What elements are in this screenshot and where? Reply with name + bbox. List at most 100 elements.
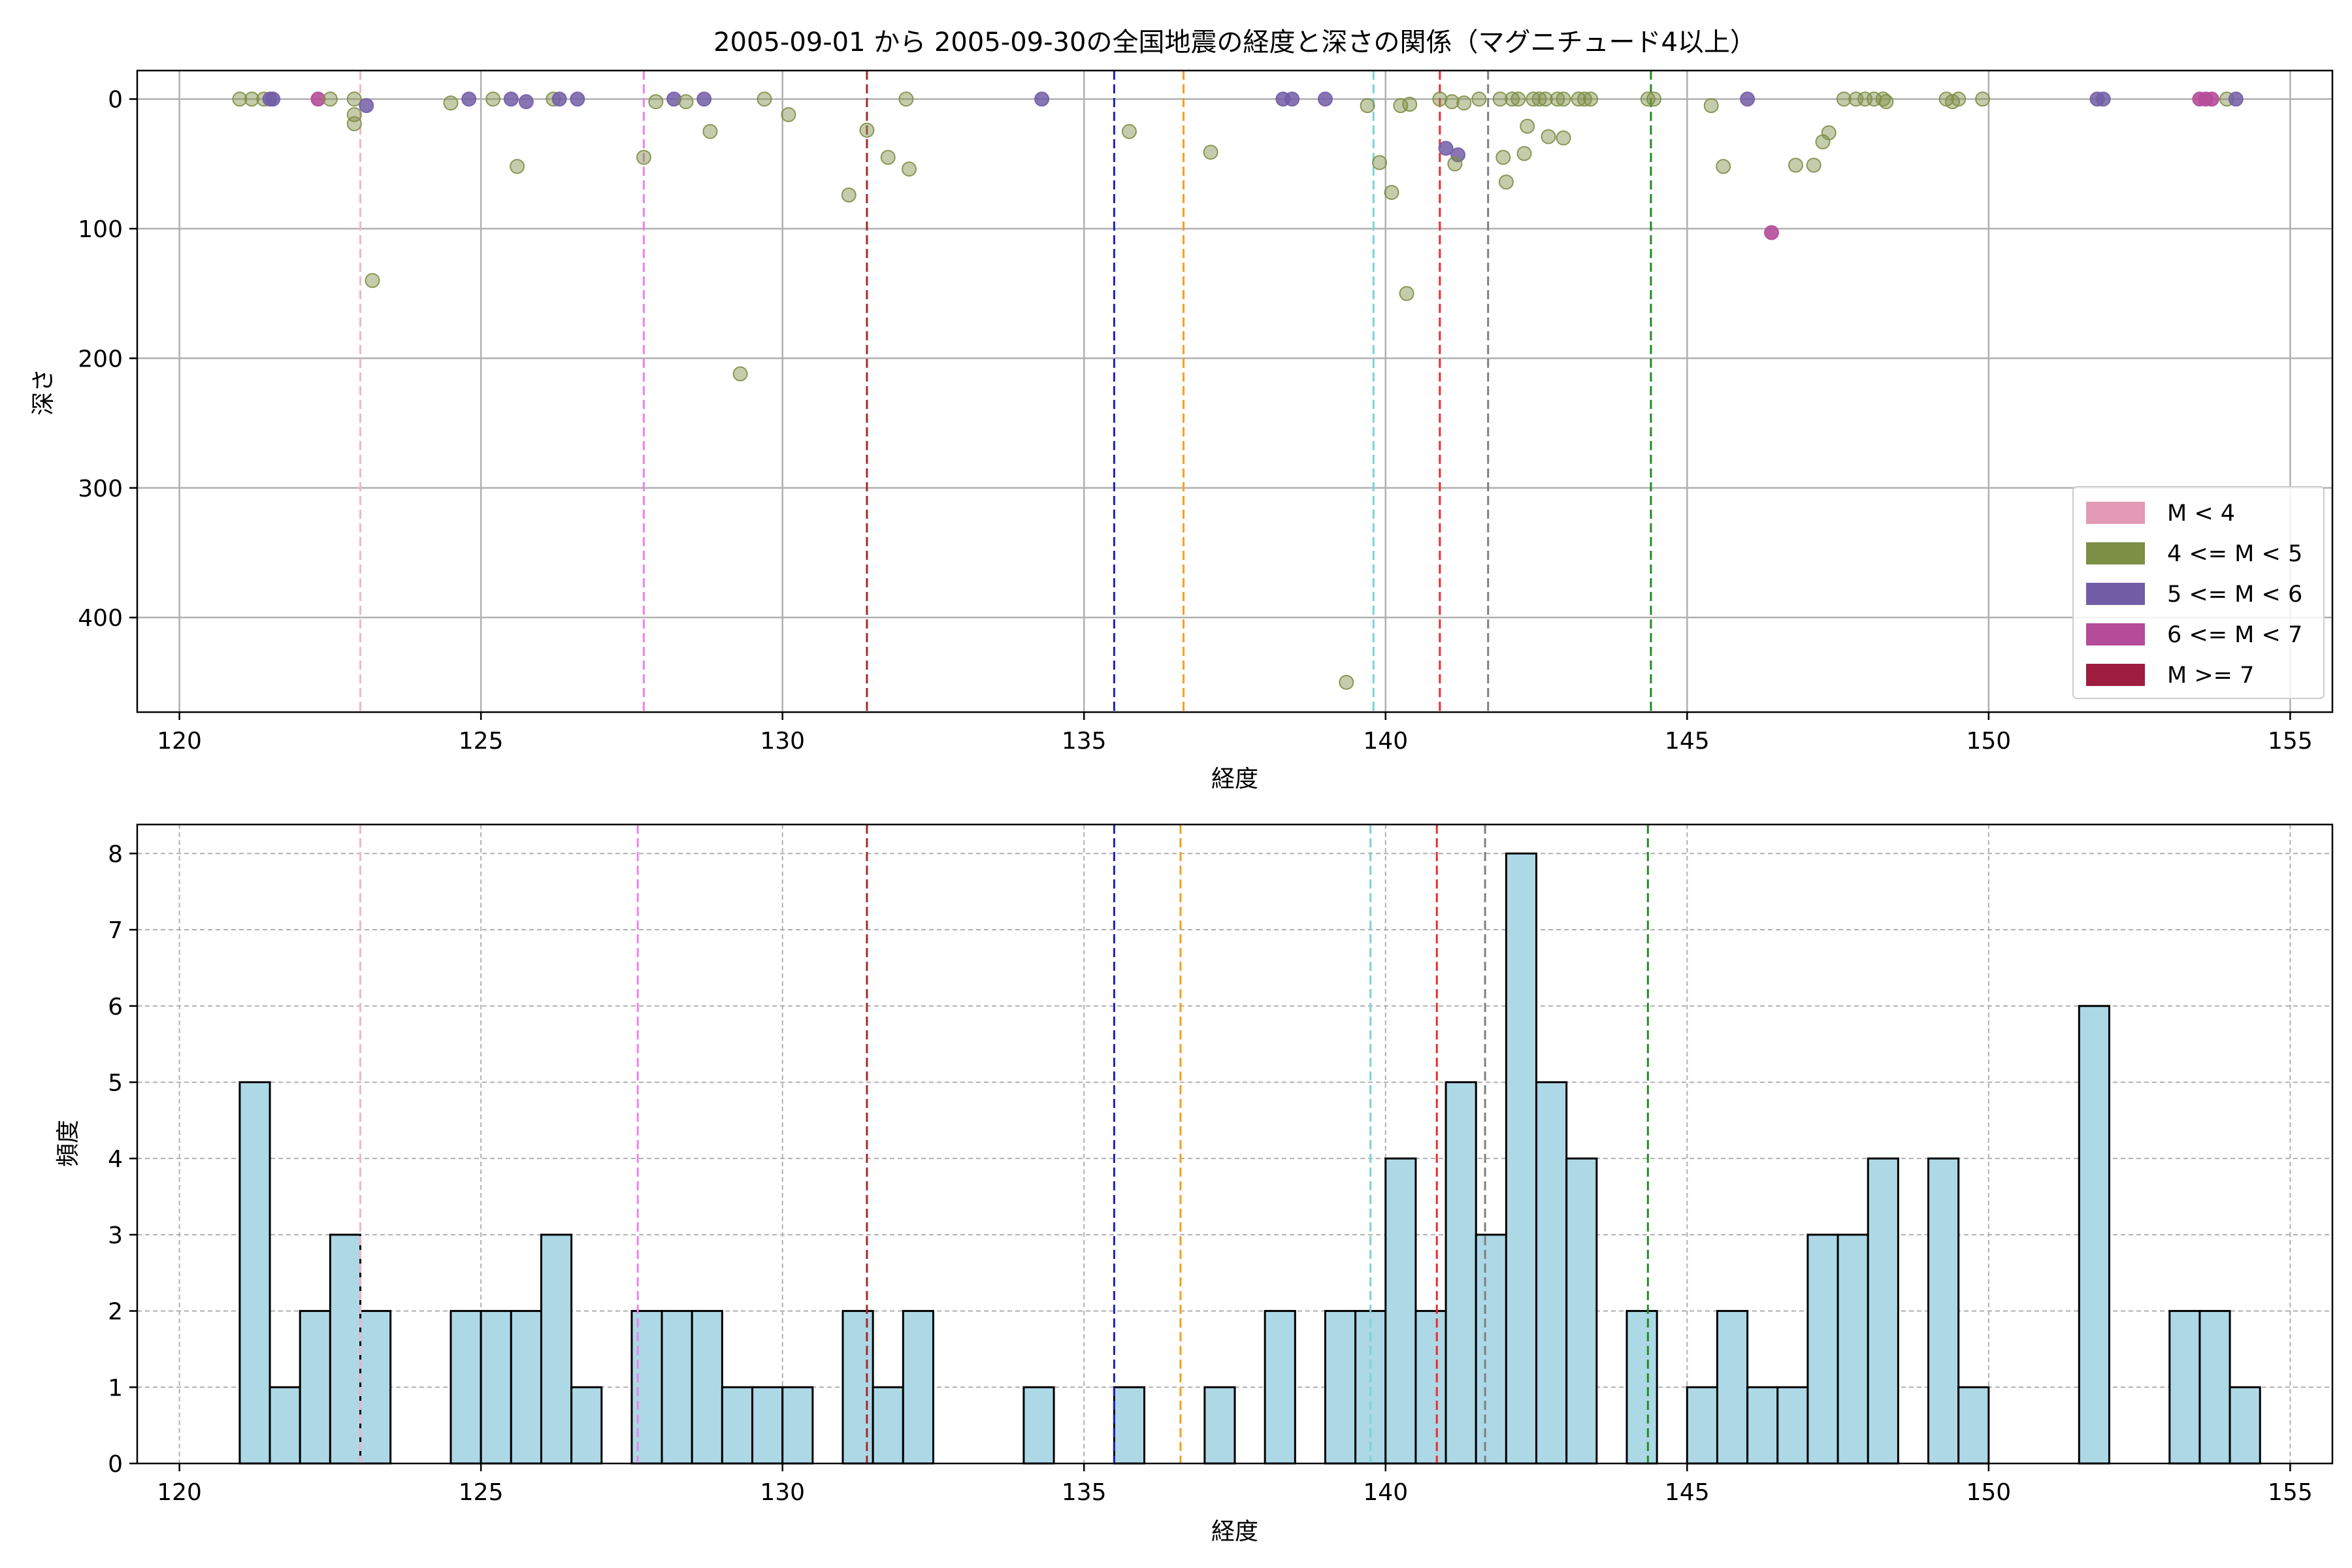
scatter-point <box>1764 225 1780 240</box>
histogram-x-tick-label: 155 <box>2268 1479 2313 1506</box>
scatter-point <box>1788 157 1803 173</box>
histogram-bar <box>1113 1386 1146 1465</box>
scatter-y-tick-label: 200 <box>78 346 123 372</box>
scatter-point <box>781 106 796 122</box>
scatter-point <box>1520 118 1535 134</box>
histogram-bar <box>902 1310 934 1465</box>
scatter-point <box>461 91 477 107</box>
scatter-point <box>1447 156 1463 172</box>
scatter-point <box>1121 123 1137 139</box>
histogram-x-tick-label: 140 <box>1363 1479 1408 1506</box>
histogram-bar <box>1957 1386 1990 1465</box>
histogram-bar <box>781 1386 814 1465</box>
legend-swatch <box>2086 542 2145 564</box>
histogram-bar <box>1445 1081 1477 1465</box>
histogram-y-tick-label: 7 <box>108 917 123 944</box>
histogram-y-tick-label: 1 <box>108 1375 123 1401</box>
scatter-x-tick-label: 135 <box>1062 728 1107 755</box>
scatter-x-tick-label: 120 <box>157 728 202 755</box>
histogram-bar <box>1414 1310 1447 1465</box>
scatter-point <box>1556 91 1571 107</box>
scatter-point <box>702 123 718 139</box>
histogram-bar <box>299 1310 331 1465</box>
scatter-point <box>1203 144 1218 160</box>
histogram-bar <box>1746 1386 1779 1465</box>
histogram-bar <box>1384 1157 1417 1465</box>
histogram-bar <box>1686 1386 1718 1465</box>
histogram-x-axis-label: 経度 <box>1211 1518 1258 1545</box>
histogram-bar <box>1837 1233 1869 1465</box>
scatter-y-tick-label: 100 <box>78 216 123 243</box>
scatter-point <box>1526 91 1541 107</box>
histogram-bar <box>1475 1233 1507 1465</box>
scatter-x-tick-label: 150 <box>1966 728 2011 755</box>
legend-swatch <box>2086 502 2145 524</box>
scatter-point <box>1878 94 1894 110</box>
scatter-point <box>232 91 248 107</box>
scatter-point <box>1806 157 1821 173</box>
histogram-bar <box>510 1310 542 1465</box>
scatter-x-tick-label: 155 <box>2268 728 2313 755</box>
histogram-y-ticks: 0 1 2 3 4 5 6 7 8 <box>108 841 137 1478</box>
legend-entry-label: 4 <= M < 5 <box>2167 541 2302 567</box>
scatter-points <box>232 91 2244 690</box>
scatter-point <box>1531 91 1547 107</box>
histogram-bar <box>691 1310 723 1465</box>
scatter-y-axis-label: 深さ <box>30 368 57 416</box>
scatter-point <box>902 161 917 177</box>
scatter-point <box>1951 91 1967 107</box>
scatter-point <box>510 159 525 174</box>
scatter-point <box>1360 98 1375 114</box>
legend-swatch <box>2086 664 2145 686</box>
histogram-chart: 120 125 130 135 140 145 150 155 0 1 2 3 4 5 6 7 8 経度 頻度 <box>55 823 2334 1545</box>
legend-entry-label: M < 4 <box>2167 500 2235 527</box>
scatter-point <box>1550 91 1565 107</box>
scatter-point <box>1516 146 1532 161</box>
scatter-plot-frame <box>136 69 2334 713</box>
histogram-bar <box>1264 1310 1296 1465</box>
scatter-point <box>365 272 380 288</box>
scatter-x-tick-label: 125 <box>459 728 504 755</box>
histogram-bar <box>238 1081 271 1465</box>
scatter-point <box>1450 147 1466 163</box>
histogram-x-tick-label: 130 <box>760 1479 805 1506</box>
histogram-bar <box>540 1233 573 1465</box>
scatter-point <box>666 91 682 107</box>
histogram-y-axis-label: 頻度 <box>55 1120 82 1167</box>
histogram-y-tick-label: 2 <box>108 1299 123 1326</box>
histogram-bar <box>1535 1081 1568 1465</box>
scatter-point <box>244 91 259 107</box>
scatter-point <box>2228 91 2244 107</box>
scatter-point <box>1034 91 1050 107</box>
histogram-reference-lines <box>359 825 1649 1463</box>
scatter-point <box>1571 91 1586 107</box>
legend-entry-label: 6 <= M < 7 <box>2167 622 2302 648</box>
scatter-x-axis-label: 経度 <box>1211 766 1258 792</box>
histogram-bar <box>1565 1157 1598 1465</box>
scatter-point <box>1495 150 1511 165</box>
scatter-point <box>570 91 585 107</box>
scatter-point <box>1399 286 1414 301</box>
histogram-x-tick-label: 135 <box>1062 1479 1107 1506</box>
histogram-y-tick-label: 0 <box>108 1451 123 1478</box>
scatter-point <box>696 91 712 107</box>
chart-title: 2005-09-01 から 2005-09-30の全国地震の経度と深さの関係（マ… <box>713 27 1756 57</box>
scatter-point <box>648 94 664 110</box>
histogram-bar <box>1505 852 1538 1465</box>
scatter-point <box>732 366 748 382</box>
scatter-point <box>1339 674 1354 690</box>
scatter-point <box>1471 91 1487 107</box>
histogram-y-tick-label: 8 <box>108 841 123 868</box>
histogram-bar <box>329 1233 362 1465</box>
scatter-point <box>443 95 459 111</box>
legend-entry-label: 5 <= M < 6 <box>2167 581 2302 608</box>
scatter-point <box>1384 184 1399 200</box>
scatter-point <box>1456 95 1472 111</box>
scatter-point <box>1646 91 1662 107</box>
histogram-bar <box>1806 1233 1839 1465</box>
scatter-point <box>859 122 875 138</box>
scatter-point <box>1583 91 1599 107</box>
scatter-point <box>1537 91 1553 107</box>
scatter-y-tick-label: 300 <box>78 476 123 502</box>
